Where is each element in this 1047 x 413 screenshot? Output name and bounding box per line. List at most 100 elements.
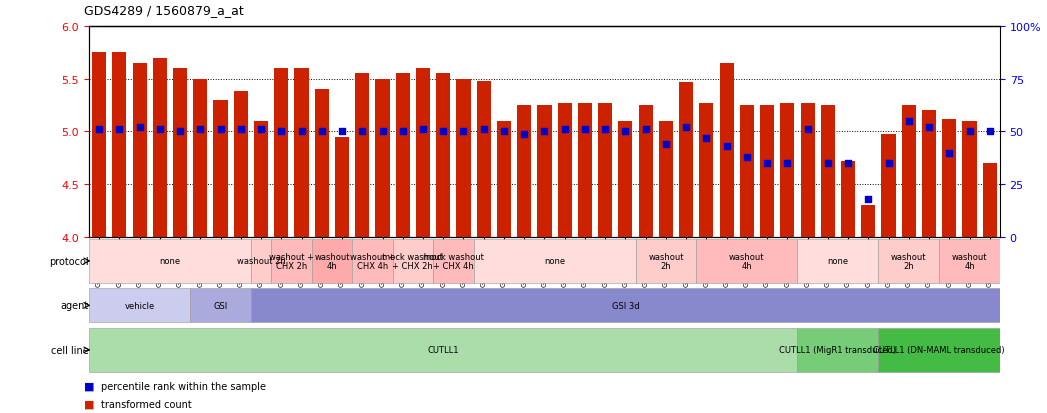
Bar xyxy=(719,64,734,237)
Bar xyxy=(476,82,491,237)
Point xyxy=(738,154,755,161)
Text: washout +
CHX 2h: washout + CHX 2h xyxy=(269,252,314,271)
Point xyxy=(293,129,310,135)
Point xyxy=(131,125,148,131)
Bar xyxy=(578,104,592,237)
Bar xyxy=(882,134,895,237)
Point xyxy=(435,129,451,135)
Text: agent: agent xyxy=(61,301,89,311)
Bar xyxy=(760,106,774,237)
Text: none: none xyxy=(544,257,565,266)
Bar xyxy=(558,104,572,237)
Point xyxy=(759,160,776,167)
Bar xyxy=(517,106,531,237)
Bar xyxy=(878,328,1000,372)
Point xyxy=(820,160,837,167)
Bar xyxy=(537,106,552,237)
Text: mock washout
+ CHX 4h: mock washout + CHX 4h xyxy=(423,252,484,271)
Bar xyxy=(112,53,127,237)
Bar xyxy=(598,104,612,237)
Bar xyxy=(696,240,798,283)
Point xyxy=(941,150,958,157)
Point xyxy=(152,127,169,133)
Text: CUTLL1 (DN-MAML transduced): CUTLL1 (DN-MAML transduced) xyxy=(873,346,1005,354)
Text: washout
4h: washout 4h xyxy=(729,252,764,271)
Bar xyxy=(271,240,312,283)
Bar xyxy=(798,240,878,283)
Bar xyxy=(251,240,271,283)
Text: washout
2h: washout 2h xyxy=(891,252,927,271)
Bar xyxy=(942,119,956,237)
Bar xyxy=(173,69,187,237)
Bar xyxy=(294,69,309,237)
Bar xyxy=(233,92,248,237)
Point xyxy=(91,127,108,133)
Text: washout
4h: washout 4h xyxy=(952,252,987,271)
Point xyxy=(617,129,633,135)
Bar xyxy=(619,122,632,237)
Point xyxy=(920,125,937,131)
Bar xyxy=(312,240,352,283)
Point xyxy=(961,129,978,135)
Bar xyxy=(393,240,433,283)
Bar xyxy=(659,122,673,237)
Point xyxy=(232,127,249,133)
Point xyxy=(577,127,594,133)
Text: washout
2h: washout 2h xyxy=(648,252,684,271)
Bar xyxy=(315,90,329,237)
Bar xyxy=(89,289,191,323)
Point xyxy=(192,127,208,133)
Bar xyxy=(352,240,393,283)
Text: ■: ■ xyxy=(84,399,94,409)
Point xyxy=(172,129,188,135)
Bar xyxy=(274,69,288,237)
Bar xyxy=(901,106,916,237)
Point xyxy=(495,129,512,135)
Text: vehicle: vehicle xyxy=(125,301,155,310)
Bar xyxy=(680,83,693,237)
Point xyxy=(213,127,229,133)
Bar xyxy=(473,240,636,283)
Point xyxy=(536,129,553,135)
Point xyxy=(313,129,330,135)
Bar xyxy=(862,206,875,237)
Bar xyxy=(639,106,652,237)
Point xyxy=(900,118,917,125)
Text: cell line: cell line xyxy=(51,345,89,355)
Text: washout 2h: washout 2h xyxy=(237,257,286,266)
Bar xyxy=(801,104,815,237)
Bar xyxy=(456,79,470,237)
Text: none: none xyxy=(159,257,180,266)
Bar xyxy=(254,122,268,237)
Bar xyxy=(133,64,147,237)
Bar xyxy=(841,161,855,237)
Point xyxy=(252,127,269,133)
Text: GDS4289 / 1560879_a_at: GDS4289 / 1560879_a_at xyxy=(84,4,244,17)
Bar xyxy=(922,111,936,237)
Text: none: none xyxy=(827,257,848,266)
Point xyxy=(799,127,816,133)
Bar xyxy=(962,122,977,237)
Bar xyxy=(194,79,207,237)
Bar xyxy=(191,289,251,323)
Bar xyxy=(699,104,713,237)
Bar xyxy=(798,328,878,372)
Bar xyxy=(376,79,389,237)
Point xyxy=(415,127,431,133)
Point xyxy=(334,129,351,135)
Point xyxy=(658,142,674,148)
Text: washout +
CHX 4h: washout + CHX 4h xyxy=(350,252,395,271)
Point xyxy=(516,131,533,138)
Point xyxy=(273,129,290,135)
Text: CUTLL1: CUTLL1 xyxy=(427,346,459,354)
Bar xyxy=(740,106,754,237)
Text: percentile rank within the sample: percentile rank within the sample xyxy=(101,381,266,391)
Point xyxy=(556,127,573,133)
Point xyxy=(638,127,654,133)
Point xyxy=(881,160,897,167)
Bar xyxy=(780,104,795,237)
Point xyxy=(597,127,614,133)
Bar xyxy=(355,74,370,237)
Point xyxy=(395,129,411,135)
Bar xyxy=(89,328,798,372)
